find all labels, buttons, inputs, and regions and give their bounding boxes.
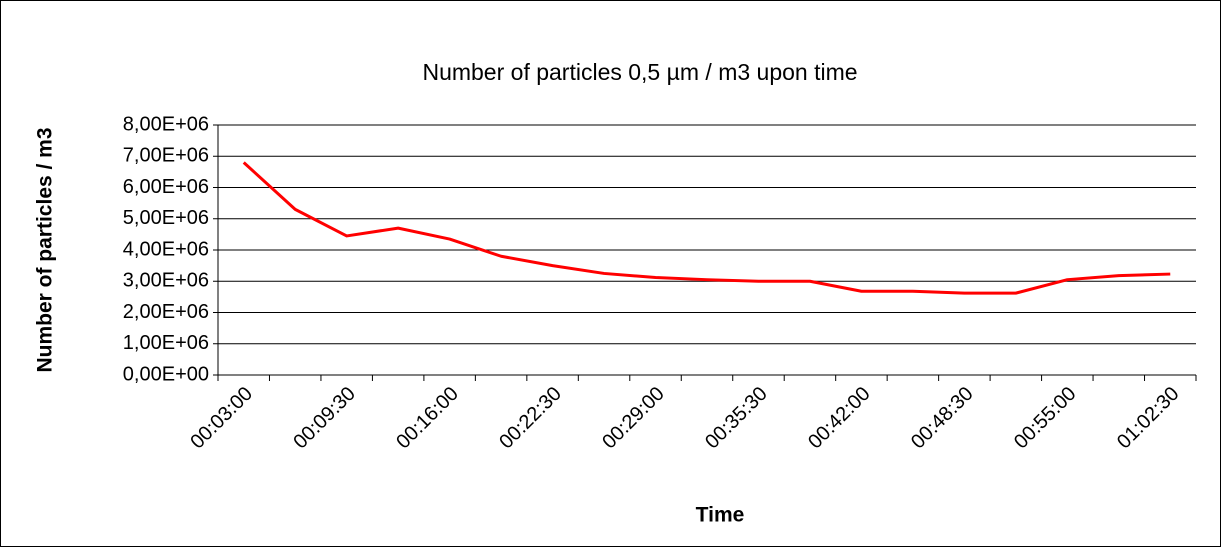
y-tick-label: 8,00E+06 xyxy=(123,113,209,135)
y-tick-label: 7,00E+06 xyxy=(123,145,209,167)
data-line xyxy=(242,161,1171,295)
x-axis-label: Time xyxy=(696,504,745,527)
y-tick-label: 3,00E+06 xyxy=(123,270,209,292)
y-tick-label: 5,00E+06 xyxy=(123,207,209,229)
y-tick-label: 0,00E+00 xyxy=(123,363,209,385)
y-tick-label: 4,00E+06 xyxy=(123,238,209,260)
chart-title: Number of particles 0,5 µm / m3 upon tim… xyxy=(422,59,857,85)
y-tick-label: 2,00E+06 xyxy=(123,301,209,323)
y-axis-label: Number of particles / m3 xyxy=(34,127,57,372)
y-tick-label: 1,00E+06 xyxy=(123,332,209,354)
y-tick-label: 6,00E+06 xyxy=(123,176,209,198)
